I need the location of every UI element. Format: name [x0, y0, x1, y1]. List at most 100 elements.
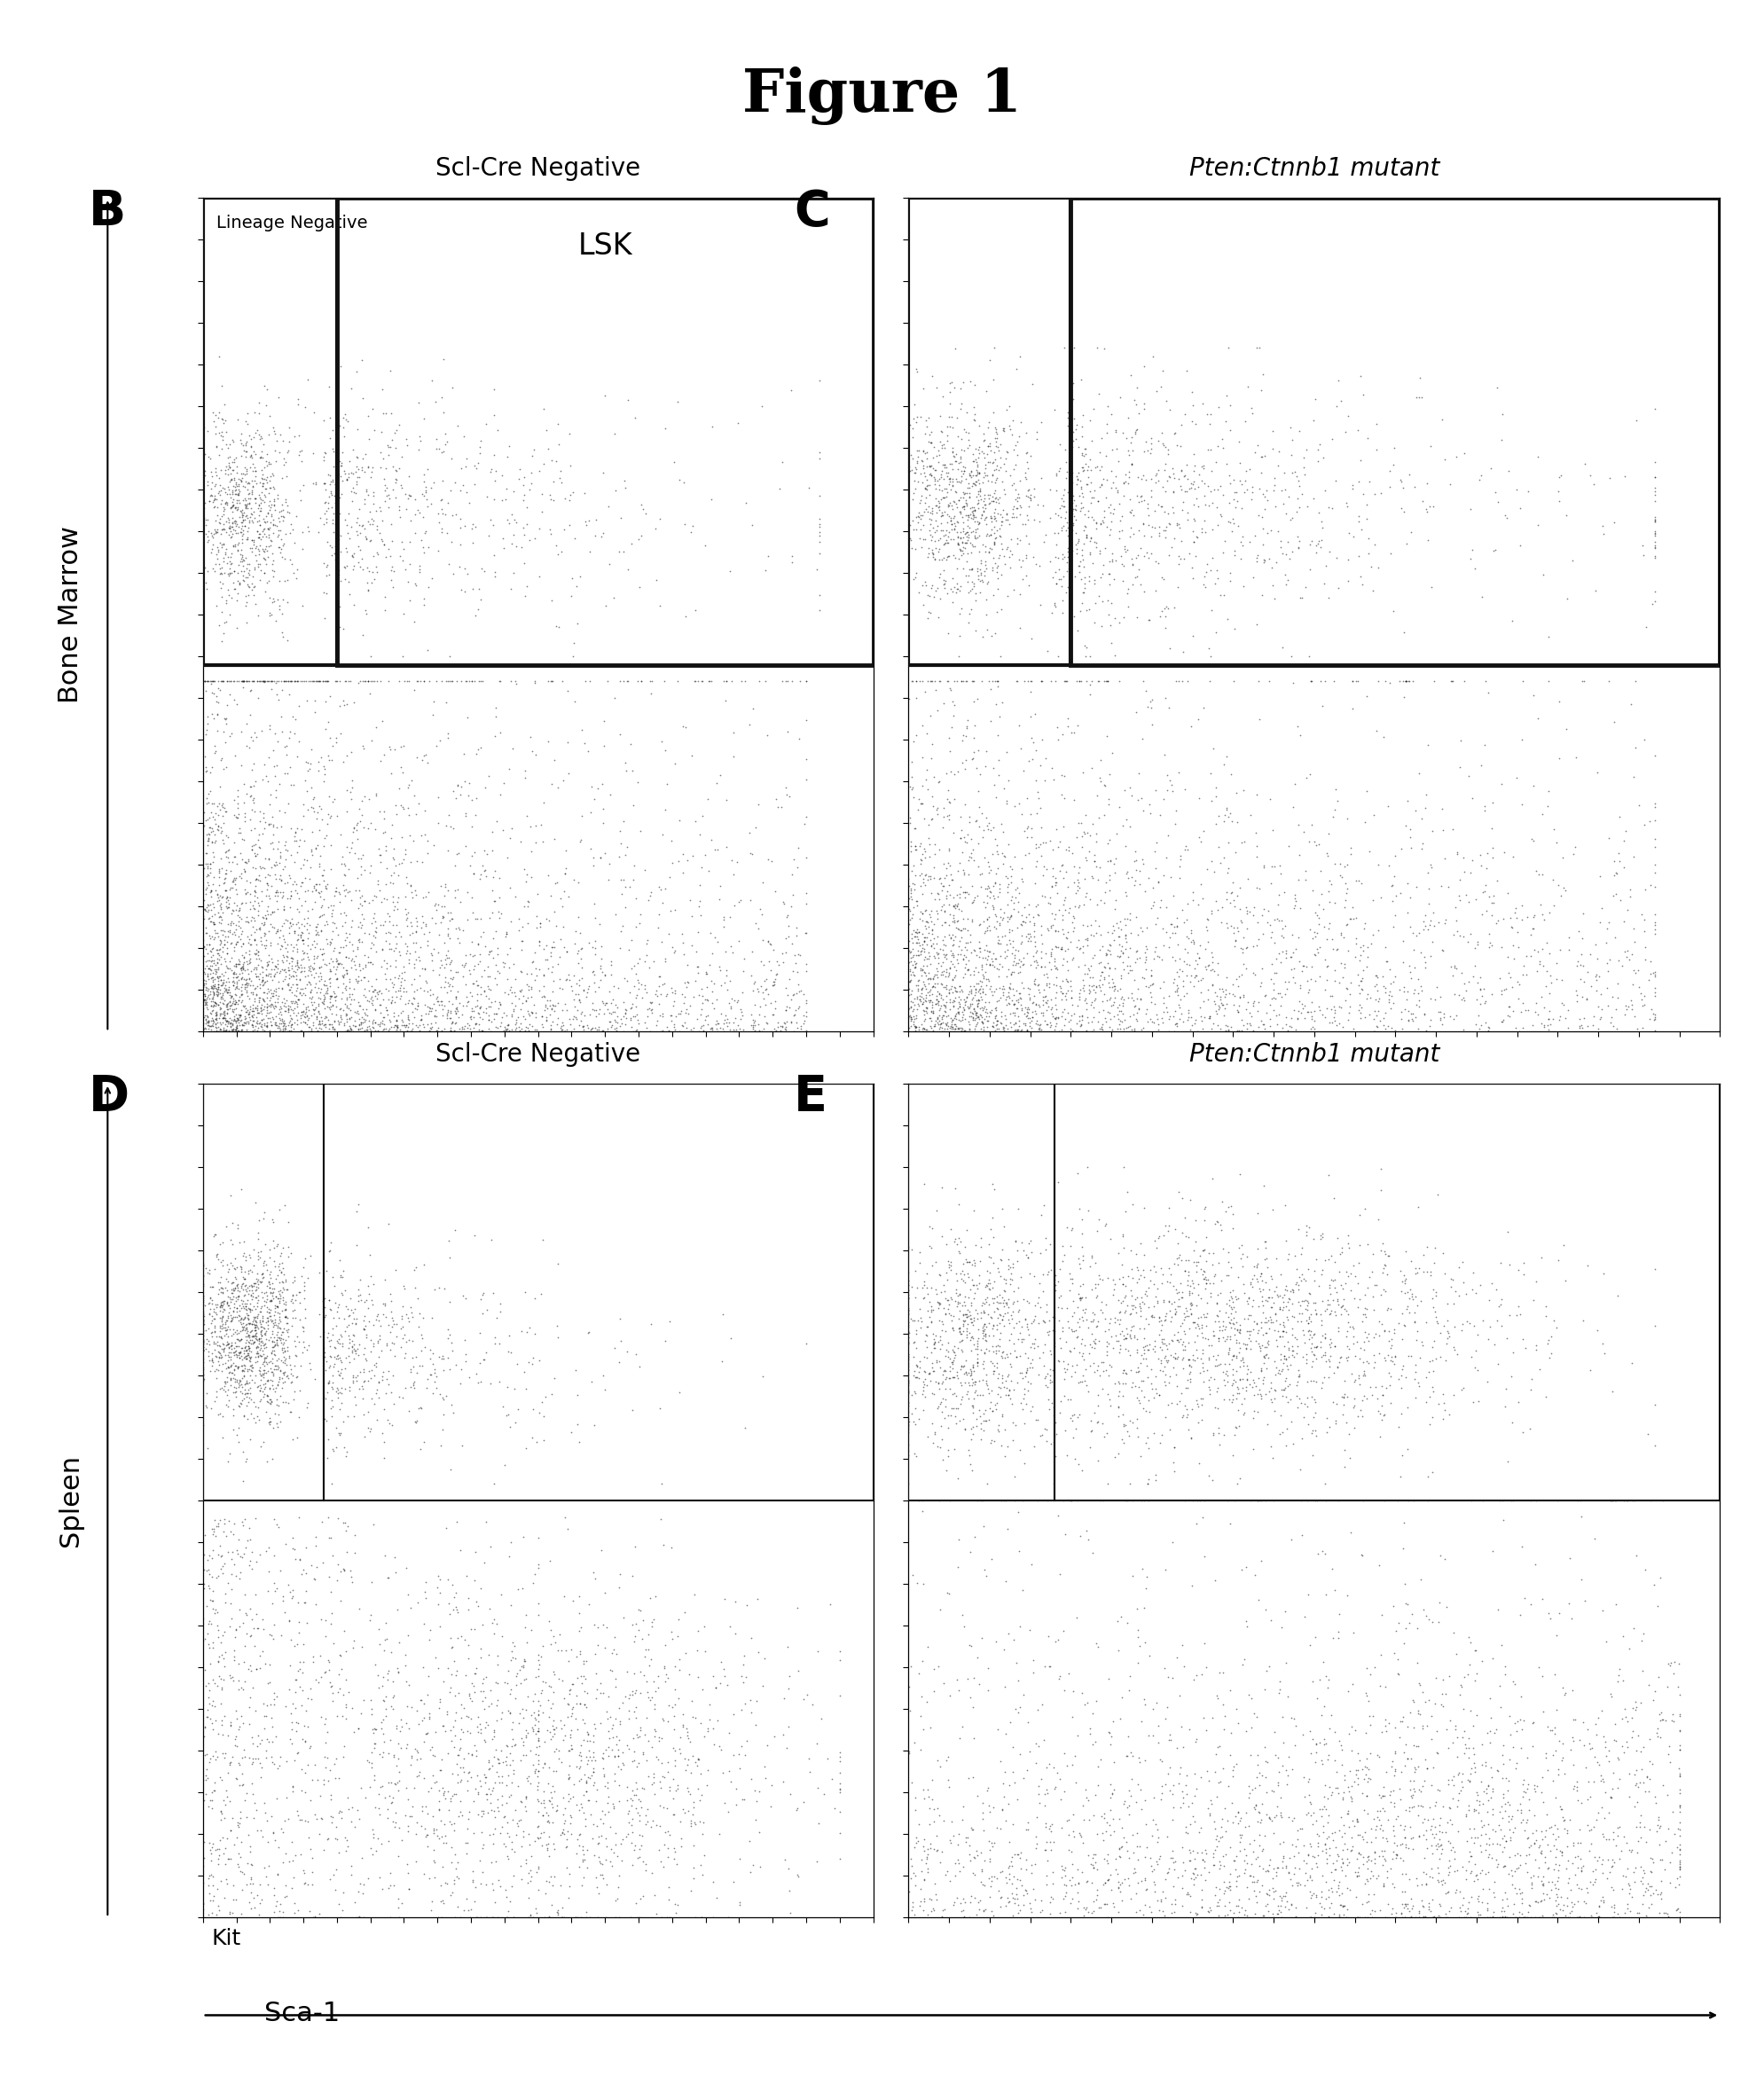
Point	[1464, 1384, 1492, 1417]
Point	[1009, 1321, 1037, 1355]
Point	[1441, 950, 1469, 984]
Point	[1205, 1682, 1233, 1715]
Point	[224, 815, 252, 848]
Point	[487, 1780, 515, 1813]
Point	[1217, 1715, 1245, 1748]
Point	[1076, 465, 1104, 498]
Point	[901, 1009, 930, 1042]
Point	[395, 919, 423, 952]
Point	[1207, 846, 1235, 879]
Point	[1487, 977, 1515, 1011]
Point	[206, 1803, 235, 1836]
Point	[619, 948, 647, 982]
Point	[928, 998, 956, 1032]
Point	[674, 948, 702, 982]
Point	[751, 1761, 780, 1794]
Point	[1665, 1813, 1693, 1846]
Point	[1639, 996, 1667, 1029]
Point	[1016, 481, 1044, 515]
Point	[1101, 1267, 1129, 1300]
Point	[513, 890, 542, 923]
Point	[333, 1004, 362, 1038]
Point	[340, 1332, 369, 1365]
Point	[397, 1371, 425, 1405]
Point	[940, 513, 968, 546]
Point	[1081, 1321, 1110, 1355]
Point	[242, 1332, 270, 1365]
Point	[1051, 882, 1080, 915]
Point	[1014, 917, 1043, 950]
Point	[256, 1388, 284, 1421]
Point	[534, 1798, 563, 1832]
Point	[279, 1728, 307, 1761]
Point	[1226, 1350, 1254, 1384]
Point	[270, 1294, 298, 1328]
Point	[1588, 992, 1616, 1025]
Point	[624, 767, 653, 800]
Point	[894, 1434, 923, 1467]
Point	[203, 975, 231, 1009]
Point	[282, 963, 310, 996]
Point	[894, 934, 923, 967]
Point	[457, 975, 485, 1009]
Point	[1478, 886, 1506, 919]
Point	[250, 450, 279, 483]
Point	[217, 517, 245, 550]
Point	[508, 925, 536, 959]
Point	[894, 442, 923, 475]
Point	[256, 1353, 284, 1386]
Point	[321, 467, 349, 500]
Point	[1104, 927, 1132, 961]
Point	[1095, 934, 1124, 967]
Point	[245, 911, 273, 944]
Point	[977, 517, 1005, 550]
Point	[265, 1315, 293, 1348]
Point	[1067, 1217, 1095, 1250]
Point	[1182, 1507, 1210, 1540]
Point	[1013, 1240, 1041, 1273]
Point	[265, 965, 293, 998]
Point	[931, 448, 960, 481]
Point	[914, 773, 942, 807]
Point	[1025, 1011, 1053, 1044]
Point	[1252, 1325, 1281, 1359]
Point	[1136, 686, 1164, 719]
Point	[236, 1292, 265, 1325]
Point	[1448, 1769, 1476, 1803]
Point	[1032, 825, 1060, 859]
Point	[1263, 1280, 1291, 1313]
Point	[1030, 1723, 1058, 1757]
Point	[381, 1555, 409, 1588]
Point	[1378, 1744, 1406, 1778]
Point	[1131, 1321, 1159, 1355]
Point	[609, 1748, 637, 1782]
Point	[1298, 1665, 1327, 1698]
Point	[907, 1884, 935, 1917]
Point	[1570, 965, 1598, 998]
Point	[365, 1778, 393, 1811]
Point	[1441, 1855, 1469, 1888]
Point	[524, 1746, 552, 1780]
Point	[1205, 1899, 1233, 1932]
Point	[235, 998, 263, 1032]
Point	[459, 809, 487, 842]
Point	[759, 969, 787, 1002]
Point	[676, 1757, 704, 1790]
Point	[208, 513, 236, 546]
Point	[485, 900, 513, 934]
Point	[265, 1300, 293, 1334]
Point	[1568, 665, 1596, 698]
Point	[224, 490, 252, 523]
Point	[1205, 1655, 1233, 1688]
Point	[917, 1305, 946, 1338]
Point	[1268, 1844, 1297, 1878]
Point	[298, 815, 326, 848]
Point	[1048, 1292, 1076, 1325]
Point	[1162, 1640, 1191, 1673]
Point	[916, 1009, 944, 1042]
Point	[993, 869, 1021, 902]
Point	[1094, 1334, 1122, 1367]
Point	[249, 1367, 277, 1400]
Point	[591, 379, 619, 413]
Point	[1083, 1267, 1111, 1300]
